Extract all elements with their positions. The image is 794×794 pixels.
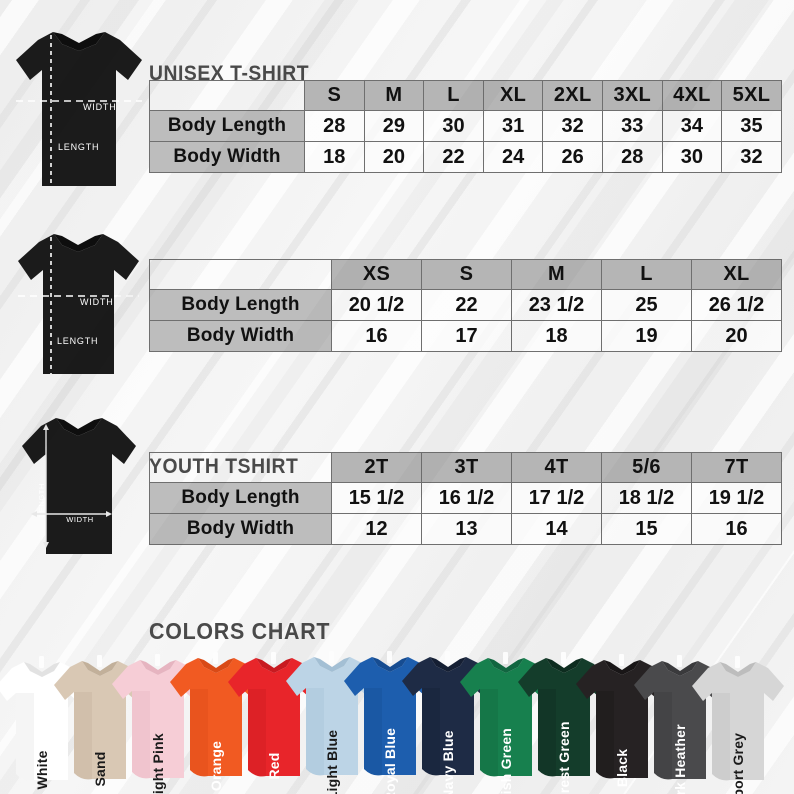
table-header-row: S M L XL 2XL 3XL 4XL 5XL (149, 80, 782, 111)
unisex-length-label: LENGTH (58, 142, 99, 152)
row-label: Body Width (149, 320, 332, 352)
cell-value: 22 (423, 141, 484, 173)
cell-value: 19 1/2 (691, 482, 782, 514)
row-label: Body Length (149, 482, 332, 514)
cell-value: 30 (661, 141, 723, 173)
section-unisex: WIDTH LENGTH UNISEX T-SHIRT (0, 18, 794, 216)
table-unisex: S M L XL 2XL 3XL 4XL 5XL Body Length 28 … (149, 80, 782, 173)
cell-value: 16 (691, 513, 782, 545)
cell-value: 26 1/2 (691, 289, 782, 321)
cell-value: 20 (691, 320, 782, 352)
cell-value: 18 1/2 (601, 482, 692, 514)
row-label: Body Width (149, 141, 305, 173)
unisex-width-label: WIDTH (83, 102, 117, 112)
size-header: 3XL (601, 80, 663, 111)
table-row: Body Length 28 29 30 31 32 33 34 35 (149, 110, 782, 142)
table-header-row: 2T 3T 4T 5/6 7T (149, 452, 782, 483)
table-row: Body Width 18 20 22 24 26 28 30 32 (149, 141, 782, 173)
row-label: Body Length (149, 110, 305, 142)
table-corner-cell (149, 80, 305, 111)
toddler-tshirt-illustration: LENGTH WIDTH (8, 404, 148, 584)
cell-value: 34 (661, 110, 723, 142)
cell-value: 32 (542, 110, 603, 142)
size-header: S (304, 80, 365, 111)
section-title-colors-chart: COLORS CHART (149, 618, 331, 644)
row-label: Body Length (149, 289, 332, 321)
table-row: Body Length 20 1/2 22 23 1/2 25 26 1/2 (149, 289, 782, 321)
table-youth: XS S M L XL Body Length 20 1/2 22 23 1/2… (149, 259, 782, 352)
color-swatch[interactable]: Sport Grey (690, 656, 786, 794)
cell-value: 23 1/2 (511, 289, 602, 321)
table-row: Body Length 15 1/2 16 1/2 17 1/2 18 1/2 … (149, 482, 782, 514)
cell-value: 28 (304, 110, 365, 142)
cell-value: 25 (601, 289, 692, 321)
youth-length-label: LENGTH (57, 336, 98, 346)
table-row: Body Width 12 13 14 15 16 (149, 513, 782, 545)
section-colors-chart: COLORS CHART White Sand Light Pink Orange Re… (0, 596, 794, 794)
cell-value: 32 (721, 141, 782, 173)
cell-value: 22 (421, 289, 512, 321)
cell-value: 31 (482, 110, 544, 142)
cell-value: 15 1/2 (331, 482, 422, 514)
table-header-row: XS S M L XL (149, 259, 782, 290)
cell-value: 35 (721, 110, 782, 142)
size-header: XS (331, 259, 422, 290)
cell-value: 18 (511, 320, 602, 352)
table-row: Body Width 16 17 18 19 20 (149, 320, 782, 352)
cell-value: 28 (601, 141, 663, 173)
section-title-unisex: UNISEX T-SHIRT (149, 62, 310, 85)
table-toddler: 2T 3T 4T 5/6 7T Body Length 15 1/2 16 1/… (149, 452, 782, 545)
cell-value: 12 (331, 513, 422, 545)
table-corner-cell (149, 259, 332, 290)
cell-value: 26 (542, 141, 603, 173)
size-header: S (421, 259, 512, 290)
size-header: 2T (331, 452, 422, 483)
unisex-tshirt-illustration: WIDTH LENGTH (8, 18, 148, 216)
row-label: Body Width (149, 513, 332, 545)
table-corner-cell (149, 452, 332, 483)
size-header: L (601, 259, 692, 290)
size-header: 7T (691, 452, 782, 483)
cell-value: 16 1/2 (421, 482, 512, 514)
size-header: M (363, 80, 425, 111)
size-header: L (423, 80, 484, 111)
cell-value: 14 (511, 513, 602, 545)
size-header: 5XL (721, 80, 782, 111)
color-swatch-row: White Sand Light Pink Orange Red Light Blue Ro… (0, 648, 794, 794)
cell-value: 18 (304, 141, 365, 173)
size-header: 3T (421, 452, 512, 483)
size-header: 4T (511, 452, 602, 483)
size-header: 4XL (661, 80, 723, 111)
size-header: 5/6 (601, 452, 692, 483)
cell-value: 19 (601, 320, 692, 352)
toddler-length-label: LENGTH (37, 483, 46, 517)
cell-value: 20 1/2 (331, 289, 422, 321)
tshirt-shape (692, 656, 784, 781)
cell-value: 15 (601, 513, 692, 545)
cell-value: 29 (363, 110, 425, 142)
cell-value: 13 (421, 513, 512, 545)
youth-width-label: WIDTH (80, 297, 114, 307)
cell-value: 17 (421, 320, 512, 352)
section-toddler: LENGTH WIDTH TODDLER TSHIRT (0, 404, 794, 584)
toddler-width-label: WIDTH (66, 515, 94, 524)
youth-tshirt-illustration: WIDTH LENGTH (8, 222, 148, 400)
size-header: XL (691, 259, 782, 290)
cell-value: 20 (363, 141, 425, 173)
cell-value: 33 (601, 110, 663, 142)
cell-value: 24 (482, 141, 544, 173)
cell-value: 16 (331, 320, 422, 352)
size-header: XL (482, 80, 544, 111)
size-header: M (511, 259, 602, 290)
cell-value: 30 (423, 110, 484, 142)
size-header: 2XL (542, 80, 603, 111)
cell-value: 17 1/2 (511, 482, 602, 514)
